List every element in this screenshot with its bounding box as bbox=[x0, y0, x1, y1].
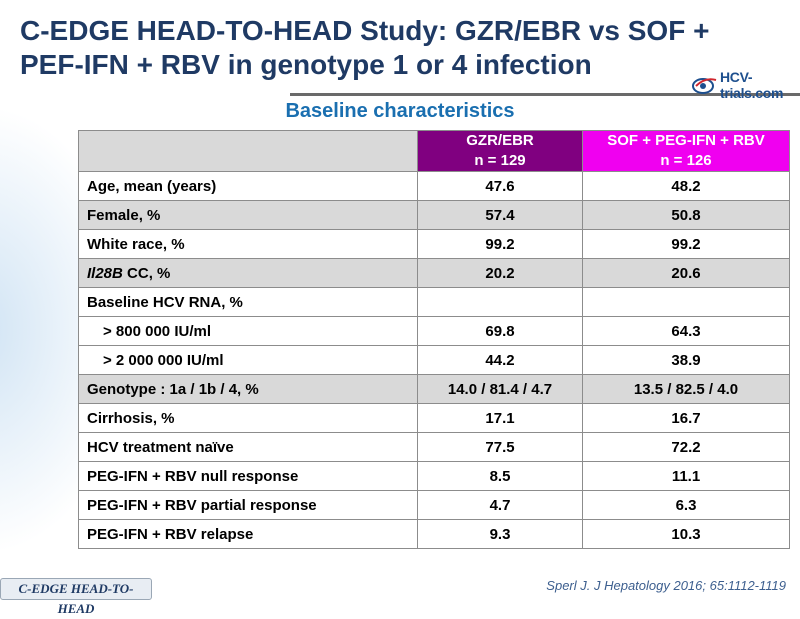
gzr-value: 44.2 bbox=[417, 345, 583, 375]
sof-value bbox=[582, 287, 790, 317]
gzr-value: 69.8 bbox=[417, 316, 583, 346]
sof-value: 64.3 bbox=[582, 316, 790, 346]
table-header-row: GZR/EBR n = 129 SOF + PEG-IFN + RBV n = … bbox=[78, 130, 790, 172]
table-row: > 800 000 IU/ml 69.8 64.3 bbox=[78, 316, 790, 346]
row-label: Female, % bbox=[78, 200, 418, 230]
gzr-value: 99.2 bbox=[417, 229, 583, 259]
row-label: Age, mean (years) bbox=[78, 171, 418, 201]
gzr-value: 14.0 / 81.4 / 4.7 bbox=[417, 374, 583, 404]
citation: Sperl J. J Hepatology 2016; 65:1112-1119 bbox=[546, 578, 786, 593]
row-label: White race, % bbox=[78, 229, 418, 259]
gzr-value: 20.2 bbox=[417, 258, 583, 288]
row-label: Cirrhosis, % bbox=[78, 403, 418, 433]
gzr-value: 4.7 bbox=[417, 490, 583, 520]
study-tag: C-EDGE HEAD-TO-HEAD bbox=[0, 578, 152, 616]
table-row: > 2 000 000 IU/ml 44.2 38.9 bbox=[78, 345, 790, 375]
row-label: > 2 000 000 IU/ml bbox=[78, 345, 418, 375]
sof-value: 10.3 bbox=[582, 519, 790, 549]
row-label: PEG-IFN + RBV relapse bbox=[78, 519, 418, 549]
sof-value: 50.8 bbox=[582, 200, 790, 230]
table-row: Baseline HCV RNA, % bbox=[78, 287, 790, 317]
header-gzr-ebr: GZR/EBR n = 129 bbox=[417, 130, 583, 172]
gzr-value bbox=[417, 287, 583, 317]
row-label: Il28B CC, % bbox=[78, 258, 418, 288]
hcv-trials-logo: HCV-trials.com bbox=[692, 69, 800, 101]
baseline-table: GZR/EBR n = 129 SOF + PEG-IFN + RBV n = … bbox=[78, 130, 790, 549]
sof-value: 99.2 bbox=[582, 229, 790, 259]
gzr-value: 47.6 bbox=[417, 171, 583, 201]
slide-title: C-EDGE HEAD-TO-HEAD Study: GZR/EBR vs SO… bbox=[20, 15, 710, 80]
sof-value: 20.6 bbox=[582, 258, 790, 288]
sof-value: 16.7 bbox=[582, 403, 790, 433]
sof-value: 11.1 bbox=[582, 461, 790, 491]
gzr-value: 57.4 bbox=[417, 200, 583, 230]
table-row: Female, % 57.4 50.8 bbox=[78, 200, 790, 230]
gzr-value: 17.1 bbox=[417, 403, 583, 433]
header-sof-n: n = 126 bbox=[660, 152, 712, 169]
row-label: PEG-IFN + RBV partial response bbox=[78, 490, 418, 520]
gzr-value: 8.5 bbox=[417, 461, 583, 491]
table-row: Cirrhosis, % 17.1 16.7 bbox=[78, 403, 790, 433]
header-sof-peg-ifn-rbv: SOF + PEG-IFN + RBV n = 126 bbox=[582, 130, 790, 172]
gzr-value: 9.3 bbox=[417, 519, 583, 549]
header-empty-cell bbox=[78, 130, 418, 172]
table-subtitle: Baseline characteristics bbox=[285, 100, 515, 122]
header-gzr-name: GZR/EBR bbox=[466, 132, 534, 149]
hcv-trials-logo-icon bbox=[692, 75, 718, 95]
sof-value: 72.2 bbox=[582, 432, 790, 462]
row-label: Baseline HCV RNA, % bbox=[78, 287, 418, 317]
title-underline bbox=[290, 93, 800, 96]
table-row: White race, % 99.2 99.2 bbox=[78, 229, 790, 259]
table-row: Il28B CC, % 20.2 20.6 bbox=[78, 258, 790, 288]
table-row: HCV treatment naïve 77.5 72.2 bbox=[78, 432, 790, 462]
sof-value: 48.2 bbox=[582, 171, 790, 201]
sof-value: 13.5 / 82.5 / 4.0 bbox=[582, 374, 790, 404]
sof-value: 6.3 bbox=[582, 490, 790, 520]
table-row: Genotype : 1a / 1b / 4, % 14.0 / 81.4 / … bbox=[78, 374, 790, 404]
logo-text: HCV-trials.com bbox=[720, 69, 784, 101]
gzr-value: 77.5 bbox=[417, 432, 583, 462]
header-gzr-n: n = 129 bbox=[474, 152, 526, 169]
row-label: > 800 000 IU/ml bbox=[78, 316, 418, 346]
row-label: HCV treatment naïve bbox=[78, 432, 418, 462]
table-row: PEG-IFN + RBV relapse 9.3 10.3 bbox=[78, 519, 790, 549]
table-row: Age, mean (years) 47.6 48.2 bbox=[78, 171, 790, 201]
table-row: PEG-IFN + RBV null response 8.5 11.1 bbox=[78, 461, 790, 491]
table-row: PEG-IFN + RBV partial response 4.7 6.3 bbox=[78, 490, 790, 520]
header-sof-name: SOF + PEG-IFN + RBV bbox=[607, 132, 765, 149]
sof-value: 38.9 bbox=[582, 345, 790, 375]
row-label: PEG-IFN + RBV null response bbox=[78, 461, 418, 491]
row-label: Genotype : 1a / 1b / 4, % bbox=[78, 374, 418, 404]
